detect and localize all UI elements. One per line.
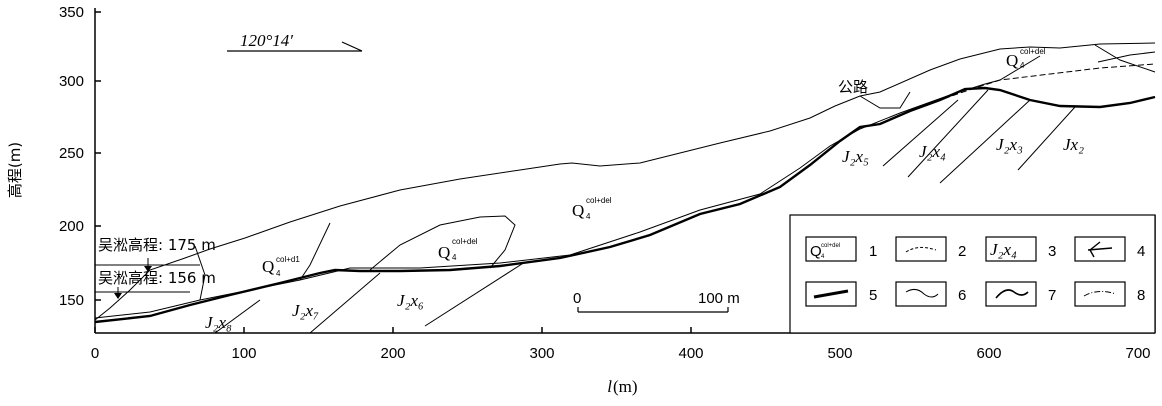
svg-text:4: 4 [586, 212, 591, 221]
svg-text:6: 6 [958, 287, 966, 304]
y-tick-300: 300 [59, 73, 84, 90]
q4-label-left: Q col+d1 4 [262, 255, 300, 278]
road-label: 公路 [838, 78, 868, 96]
x-tick-600: 600 [976, 345, 1001, 362]
svg-text:col+del: col+del [1020, 47, 1046, 56]
svg-text:Q: Q [572, 201, 584, 220]
y-tick-200: 200 [59, 218, 84, 235]
svg-text:col+d1: col+d1 [276, 255, 300, 264]
label-j2x5: J₂x₅ [842, 147, 869, 166]
x-tick-400: 400 [678, 345, 703, 362]
x-tick-300: 300 [529, 345, 554, 362]
x-tick-labels: 0 100 200 300 400 500 600 700 [91, 345, 1151, 362]
svg-text:4: 4 [276, 269, 281, 278]
x-tick-200: 200 [380, 345, 405, 362]
legend: Q col+del 4 1 2 J₂x₄ 3 4 5 [790, 215, 1155, 333]
wusong-175-label: 吴淞高程: 175 m [98, 236, 216, 254]
svg-text:Q: Q [438, 243, 450, 262]
svg-text:4: 4 [1020, 61, 1025, 70]
label-j2x6: J₂x₆ [397, 291, 424, 310]
svg-text:col+del: col+del [821, 243, 840, 249]
label-jx2: Jx₂ [1063, 135, 1084, 154]
q4-label-right: Q col+del 4 [1006, 47, 1046, 70]
y-tick-150: 150 [59, 292, 84, 309]
svg-text:Q: Q [1006, 51, 1018, 70]
y-tick-labels: 350 300 250 200 150 [59, 4, 84, 309]
y-tick-250: 250 [59, 145, 84, 162]
svg-text:2: 2 [958, 243, 966, 260]
scale-bar: 0 100 m [573, 290, 740, 312]
svg-text:7: 7 [1048, 287, 1056, 304]
scale-end: 100 m [698, 290, 740, 307]
label-j2x8: J₂x₈ [205, 313, 232, 332]
label-j2x7: J₂x₇ [292, 301, 319, 320]
wusong-156-label: 吴淞高程: 156 m [98, 269, 216, 287]
x-tick-100: 100 [231, 345, 256, 362]
x-tick-500: 500 [827, 345, 852, 362]
y-axis-title: 高程(m) [6, 142, 24, 198]
legend-frame [790, 215, 1155, 333]
bearing-arrow: 120°14′ [227, 31, 362, 51]
bearing-label: 120°14′ [240, 31, 293, 50]
y-tick-marks [95, 12, 101, 300]
svg-text:col+del: col+del [452, 237, 478, 246]
label-j2x4: J₂x₄ [919, 142, 946, 161]
x-axis-title-unit: (m) [613, 377, 638, 396]
x-tick-0: 0 [91, 345, 99, 362]
label-j2x3: J₂x₃ [996, 135, 1023, 154]
svg-text:Q: Q [262, 257, 274, 276]
svg-text:5: 5 [869, 287, 877, 304]
x-tick-700: 700 [1125, 345, 1150, 362]
elevation-marker-156: 吴淞高程: 156 m [95, 269, 216, 299]
y-tick-350: 350 [59, 4, 84, 21]
x-axis-title-var: l [607, 377, 612, 396]
svg-text:3: 3 [1048, 243, 1056, 260]
q4-label-lens: Q col+del 4 [438, 237, 478, 262]
upper-right-block-2 [1098, 52, 1155, 62]
svg-text:1: 1 [869, 243, 877, 260]
svg-text:4: 4 [452, 253, 457, 262]
q4-label-centre: Q col+del 4 [572, 196, 612, 221]
svg-text:4: 4 [1137, 243, 1145, 260]
svg-text:J₂x₄: J₂x₄ [990, 240, 1017, 259]
svg-text:8: 8 [1137, 287, 1145, 304]
svg-text:col+del: col+del [586, 196, 612, 205]
scale-zero: 0 [573, 290, 581, 307]
svg-text:Q: Q [810, 243, 822, 260]
